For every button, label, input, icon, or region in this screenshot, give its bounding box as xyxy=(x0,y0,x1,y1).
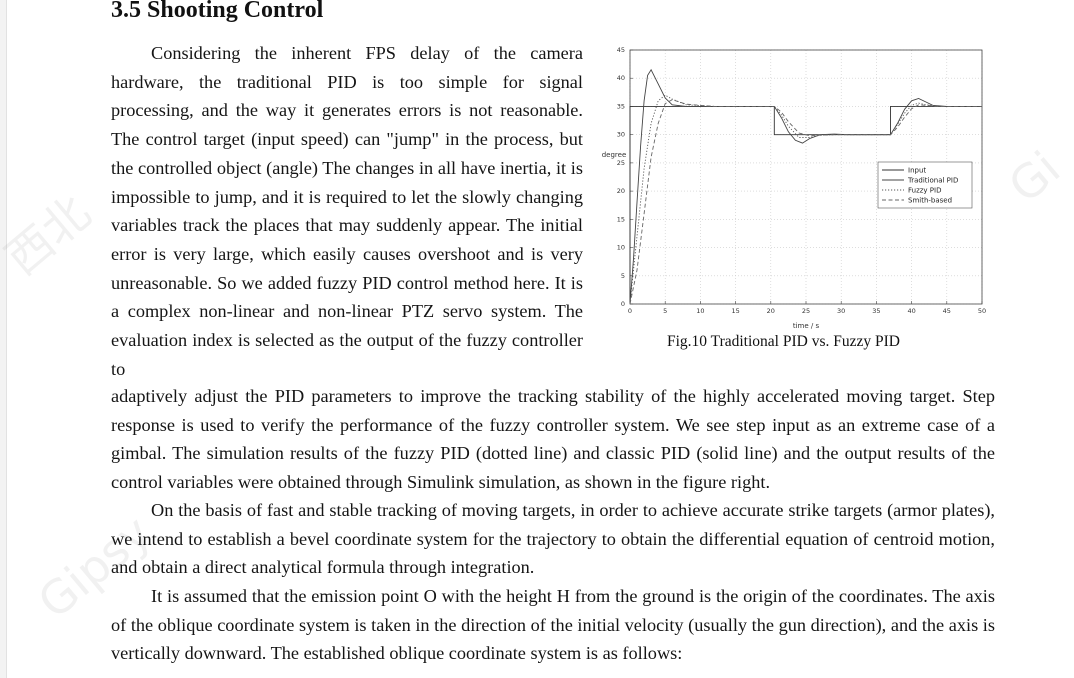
paragraph-coordinates: It is assumed that the emission point O … xyxy=(111,586,995,664)
paragraph-trajectory: On the basis of fast and stable tracking… xyxy=(111,500,995,578)
x-tick-label: 5 xyxy=(663,307,667,315)
x-axis-label: time / s xyxy=(793,322,820,330)
paragraph-intro-wrapped: Considering the inherent FPS delay of th… xyxy=(111,43,583,379)
left-margin-rule xyxy=(0,0,7,678)
x-tick-label: 15 xyxy=(731,307,739,315)
x-tick-label: 50 xyxy=(978,307,986,315)
x-tick-label: 40 xyxy=(907,307,915,315)
x-tick-label: 20 xyxy=(767,307,775,315)
x-tick-label: 35 xyxy=(872,307,880,315)
pid-comparison-chart: 0 5 10 15 20 25 30 35 40 45 50 0 5 10 15 20 25 30 35 40 45 ti… xyxy=(602,46,986,330)
y-tick-label: 15 xyxy=(617,215,625,223)
y-tick-label: 45 xyxy=(617,46,625,54)
legend-label: Smith-based xyxy=(908,197,952,205)
x-tick-label: 45 xyxy=(943,307,951,315)
y-tick-label: 30 xyxy=(617,131,625,139)
section-heading: 3.5 Shooting Control xyxy=(111,0,324,23)
y-tick-label: 25 xyxy=(617,159,625,167)
legend-label: Fuzzy PID xyxy=(908,187,941,195)
y-tick-label: 40 xyxy=(617,74,625,82)
y-tick-label: 35 xyxy=(617,102,625,110)
watermark: 西北 xyxy=(0,185,101,286)
y-tick-label: 10 xyxy=(617,244,625,252)
series-line-input xyxy=(629,105,982,304)
paragraph-intro-continued: adaptively adjust the PID parameters to … xyxy=(111,386,995,493)
y-tick-label: 0 xyxy=(621,300,625,308)
y-tick-label: 20 xyxy=(617,187,625,195)
series-line-traditional-pid xyxy=(629,68,982,305)
x-tick-label: 0 xyxy=(628,307,632,315)
figure-caption: Fig.10 Traditional PID vs. Fuzzy PID xyxy=(667,333,900,350)
x-tick-label: 25 xyxy=(802,307,810,315)
legend-label: Traditional PID xyxy=(907,177,958,185)
series-line-smith-based xyxy=(629,99,982,305)
legend-label: Input xyxy=(908,167,926,175)
watermark: Gi xyxy=(998,140,1071,214)
y-tick-label: 5 xyxy=(621,272,625,280)
y-axis-label: degree xyxy=(602,151,627,159)
x-tick-label: 10 xyxy=(696,307,704,315)
x-tick-label: 30 xyxy=(837,307,845,315)
